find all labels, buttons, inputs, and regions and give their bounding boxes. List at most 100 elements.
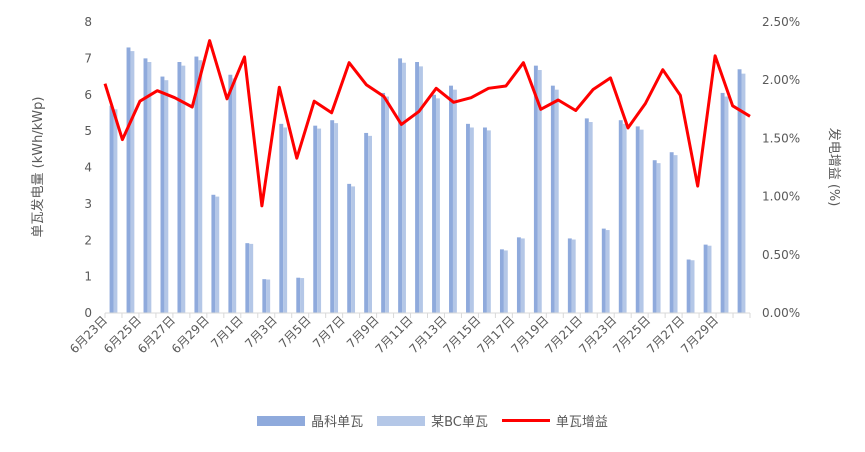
bar-bc xyxy=(113,109,118,313)
bar-bc xyxy=(435,98,440,313)
bar-bc xyxy=(588,122,593,313)
bar-bc xyxy=(520,238,525,313)
x-tick-label: 7月29日 xyxy=(678,313,721,356)
bar-bc xyxy=(317,128,322,313)
x-tick-label: 7月5日 xyxy=(276,313,314,351)
legend-item-bc: 某BC单瓦 xyxy=(377,411,488,430)
x-tick-label: 7月7日 xyxy=(310,313,348,351)
bar-jinko xyxy=(415,62,420,314)
legend-label-bc: 某BC单瓦 xyxy=(431,415,488,430)
y2-tick-label: 2.00% xyxy=(762,73,800,87)
bar-jinko xyxy=(533,65,538,314)
bar-jinko xyxy=(177,62,182,314)
bar-jinko xyxy=(143,58,148,313)
legend-item-jinko: 晶科单瓦 xyxy=(257,411,363,430)
y2-axis-label: 发电增益 (%) xyxy=(826,128,842,207)
bar-bc xyxy=(571,239,576,313)
bar-bc xyxy=(622,123,627,313)
bar-jinko xyxy=(635,126,640,314)
bar-jinko xyxy=(211,194,216,313)
y2-tick-label: 0.00% xyxy=(762,306,800,320)
bar-bc xyxy=(452,89,457,313)
bar-bc xyxy=(724,96,729,313)
bar-bc xyxy=(402,62,406,313)
x-tick-label: 6月29日 xyxy=(169,313,212,356)
bar-jinko xyxy=(245,243,250,313)
legend-swatch-gain xyxy=(501,419,550,422)
bar-bc xyxy=(419,66,423,313)
y2-tick-label: 1.50% xyxy=(762,131,800,145)
y-axis-label: 单瓦发电量 (kWh/kWp) xyxy=(30,97,46,238)
bar-jinko xyxy=(720,92,725,314)
legend-swatch-jinko xyxy=(257,415,306,426)
bar-jinko xyxy=(194,56,199,314)
bar-bc xyxy=(368,135,372,313)
bar-bc xyxy=(554,89,559,313)
bar-jinko xyxy=(669,152,674,313)
y-tick-label: 3 xyxy=(84,197,92,211)
y-tick-label: 8 xyxy=(84,15,92,29)
bar-jinko xyxy=(499,249,504,313)
bar-bc xyxy=(656,163,661,313)
y2-tick-label: 0.50% xyxy=(762,248,800,262)
y-tick-label: 2 xyxy=(84,233,92,247)
bar-jinko xyxy=(279,123,284,313)
y-tick-label: 4 xyxy=(84,161,92,175)
bar-jinko xyxy=(126,47,131,314)
x-tick-label: 7月1日 xyxy=(208,313,246,351)
bar-bc xyxy=(639,129,644,313)
bar-jinko xyxy=(364,132,369,313)
bar-jinko xyxy=(483,127,487,313)
bar-jinko xyxy=(686,259,691,313)
bar-jinko xyxy=(262,279,267,313)
bar-jinko xyxy=(398,58,403,313)
bar-jinko xyxy=(737,69,742,313)
bar-bc xyxy=(147,62,152,314)
bar-bc xyxy=(266,279,271,313)
bar-bc xyxy=(707,245,712,313)
left-axis-ticks: 0 1 2 3 4 5 6 7 8 xyxy=(84,15,92,320)
bar-jinko xyxy=(466,123,470,313)
bar-bc xyxy=(232,78,237,313)
x-tick-label: 7月3日 xyxy=(242,313,280,351)
bar-bc xyxy=(503,250,508,313)
bar-jinko xyxy=(618,120,623,314)
bar-jinko xyxy=(516,237,521,313)
bar-jinko xyxy=(550,85,555,313)
bar-bc xyxy=(469,127,474,313)
x-axis-ticks: 6月23日6月25日6月27日6月29日7月1日7月3日7月5日7月7日7月9日… xyxy=(67,313,751,356)
y-tick-label: 6 xyxy=(84,88,92,102)
bar-bc xyxy=(486,130,491,313)
bar-bc xyxy=(130,51,135,313)
bar-jinko xyxy=(432,94,436,313)
bar-jinko xyxy=(313,125,318,313)
bar-jinko xyxy=(584,118,589,313)
bar-bc xyxy=(215,196,220,313)
bar-bc xyxy=(164,80,169,313)
bar-bc xyxy=(198,60,203,313)
bar-jinko xyxy=(160,76,165,313)
right-axis-ticks: 0.00% 0.50% 1.00% 1.50% 2.00% 2.50% xyxy=(762,15,800,320)
bar-jinko xyxy=(296,277,301,313)
bar-bc xyxy=(673,155,678,313)
legend-swatch-bc xyxy=(377,415,426,426)
bars xyxy=(109,47,746,314)
bar-jinko xyxy=(228,74,233,314)
gain-line xyxy=(103,39,751,208)
legend: 晶科单瓦 某BC单瓦 单瓦增益 xyxy=(0,411,865,430)
y2-tick-label: 2.50% xyxy=(762,15,800,29)
bar-jinko xyxy=(601,228,606,313)
bar-bc xyxy=(690,260,695,313)
y2-tick-label: 1.00% xyxy=(762,190,800,204)
bar-jinko xyxy=(109,105,114,313)
bar-bc xyxy=(300,278,305,313)
bar-jinko xyxy=(381,92,386,314)
y-tick-label: 0 xyxy=(84,306,92,320)
bar-bc xyxy=(249,243,254,313)
bar-bc xyxy=(605,230,610,313)
y-tick-label: 5 xyxy=(84,124,92,138)
bar-bc xyxy=(334,123,339,313)
legend-label-gain: 单瓦增益 xyxy=(555,415,608,430)
bar-bc xyxy=(741,73,746,313)
legend-label-jinko: 晶科单瓦 xyxy=(311,415,364,430)
